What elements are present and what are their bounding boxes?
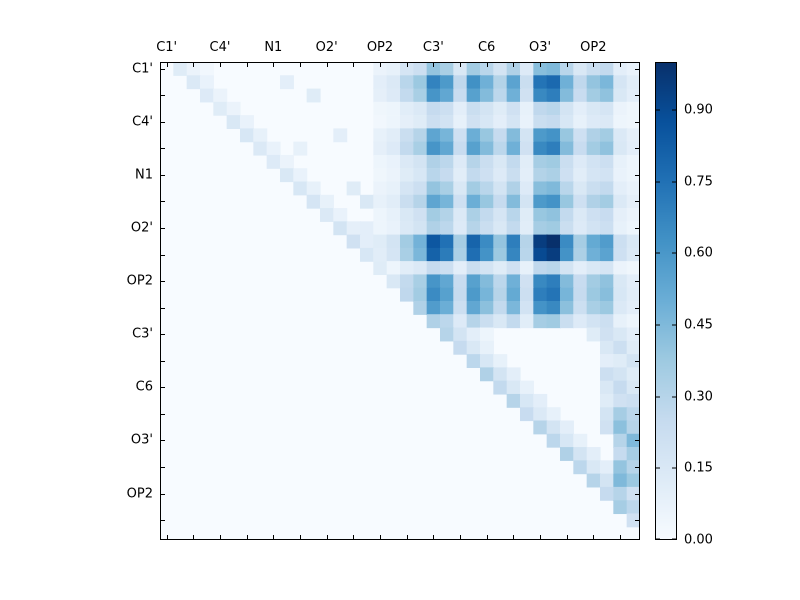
y-tick-label: C3' [132,326,153,342]
y-tick-label: N1 [135,167,153,183]
x-tick-label: O3' [528,40,552,55]
x-tick-label: C6 [477,40,496,55]
y-tick-label: O3' [130,432,153,448]
colorbar-tick-label: 0.30 [684,389,713,405]
y-tick-label: C6 [135,379,153,395]
y-tick-label: C4' [132,114,153,130]
y-tick-label: C1' [132,61,153,77]
x-tick-label: OP2 [366,40,394,55]
y-tick-label: OP2 [126,273,153,289]
x-tick-label: OP2 [580,40,607,55]
colorbar-tick-label: 0.15 [684,460,713,476]
y-tick-label: OP2 [126,486,153,502]
x-tick-label: C3' [422,40,444,55]
x-tick-label: C1' [156,40,178,55]
colorbar-tick-label: 0.60 [684,245,713,261]
colorbar-tick-label: 0.00 [684,532,713,548]
x-tick-label: C4' [209,40,231,55]
colorbar [655,62,677,540]
y-tick-label: O2' [130,220,153,236]
colorbar-tick-label: 0.75 [684,174,713,189]
heatmap-matrix [160,62,640,540]
x-tick-label: O2' [315,40,338,55]
colorbar-tick-label: 0.45 [684,317,713,333]
x-tick-label: N1 [264,40,283,55]
colorbar-tick-label: 0.90 [684,102,713,118]
